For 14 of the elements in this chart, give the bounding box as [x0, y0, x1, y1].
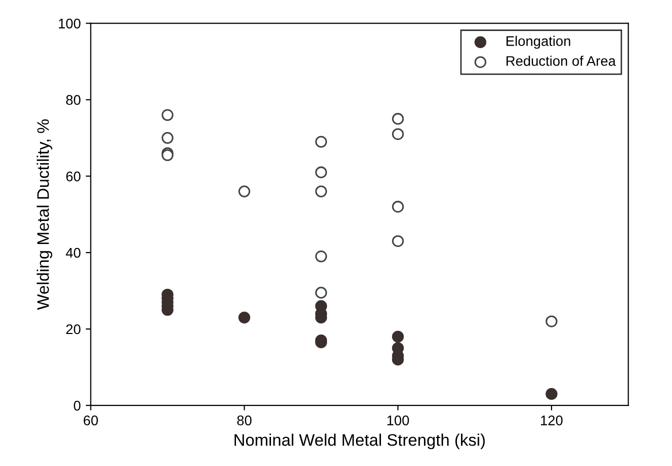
y-tick-label: 100: [58, 18, 80, 28]
y-axis-title: Welding Metal Ductility, %: [36, 119, 52, 310]
y-tick-label: 80: [66, 95, 80, 105]
y-tick-label: 20: [66, 324, 80, 334]
x-axis-title: Nominal Weld Metal Strength (ksi): [234, 434, 485, 450]
x-tick-label: 120: [540, 416, 563, 426]
x-tick-label: 80: [237, 416, 252, 426]
legend-label: Elongation: [506, 36, 570, 49]
x-tick-label: 100: [387, 416, 409, 426]
y-tick-label: 40: [66, 248, 80, 258]
y-tick-label: 60: [66, 171, 80, 182]
legend-label: Reduction of Area: [506, 56, 616, 66]
x-tick-label: 60: [84, 416, 98, 426]
y-tick-label: 0: [74, 400, 80, 411]
